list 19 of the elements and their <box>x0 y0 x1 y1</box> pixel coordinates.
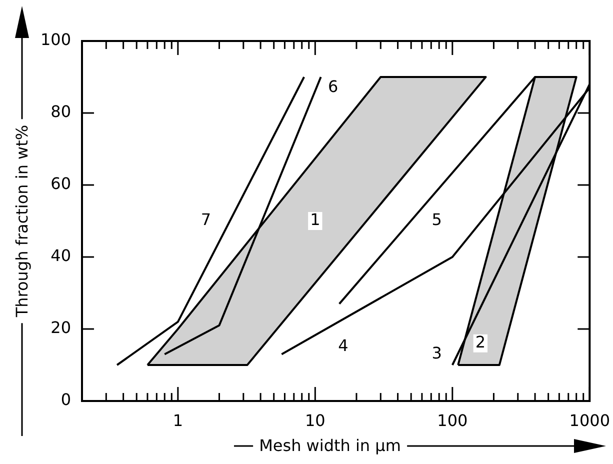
annotation: 4 <box>338 336 348 356</box>
annotation: 2 <box>475 332 486 352</box>
annotation: 3 <box>432 343 442 362</box>
y-tick-label: 100 <box>40 30 71 50</box>
x-tick-label: 100 <box>437 410 468 430</box>
annotation: 1 <box>310 210 320 230</box>
y-axis-title: Through fraction in wt% <box>12 118 32 324</box>
y-tick-label: 60 <box>50 174 71 194</box>
x-tick-label: 1 <box>172 410 184 430</box>
x-tick-label: 10 <box>304 410 326 430</box>
annotation: 5 <box>432 210 442 230</box>
y-tick-label: 20 <box>50 318 71 338</box>
annotation: 7 <box>200 210 212 230</box>
x-axis-title: Mesh width in µm <box>253 436 407 455</box>
x-tick-label: 1000 <box>569 410 610 430</box>
y-tick-label: 0 <box>60 390 71 410</box>
annotation: 6 <box>328 76 338 96</box>
y-tick-label: 40 <box>50 246 71 266</box>
y-tick-label: 80 <box>50 102 71 122</box>
